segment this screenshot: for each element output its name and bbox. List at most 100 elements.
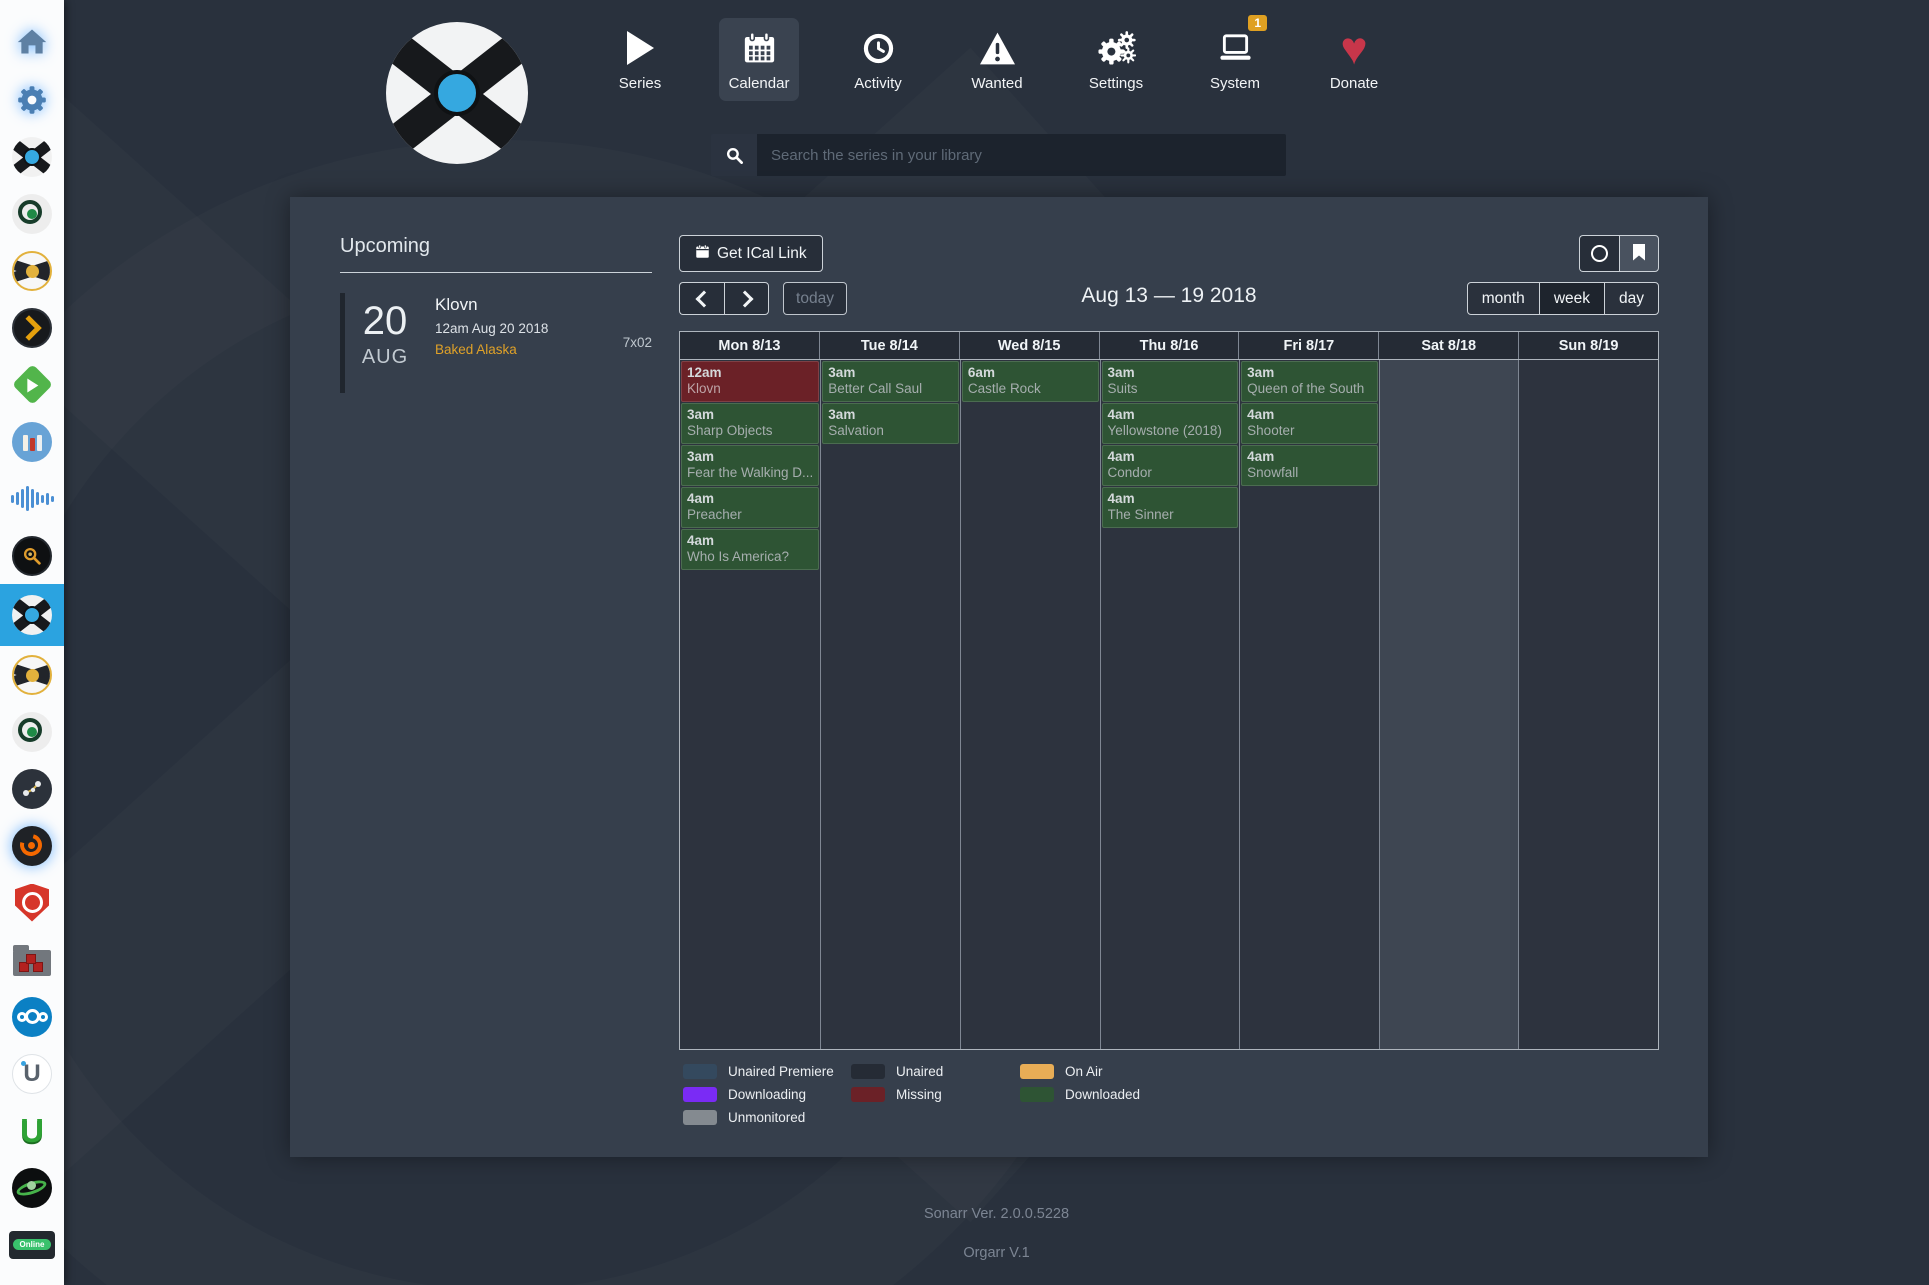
calendar-circle-toggle-button[interactable] [1579, 235, 1619, 272]
upcoming-datetime: 12am Aug 20 2018 [435, 321, 549, 336]
event-title: Who Is America? [687, 549, 790, 564]
upcoming-event[interactable]: 20 AUG Klovn 12am Aug 20 2018 Baked Alas… [340, 293, 652, 393]
nav-item-calendar[interactable]: Calendar [719, 18, 799, 101]
calendar-event[interactable]: 4am The Sinner [1101, 487, 1239, 528]
nav-label: Calendar [728, 75, 790, 92]
week-view-button[interactable]: week [1538, 282, 1605, 315]
nav-label: Series [618, 75, 662, 92]
sidebar-item-21[interactable]: Online [0, 1216, 64, 1273]
sidebar-item-4[interactable] [0, 242, 64, 299]
calendar-event[interactable]: 4am Who Is America? [681, 529, 820, 570]
nav-label: Donate [1329, 75, 1379, 92]
sidebar-item-9[interactable] [0, 527, 64, 584]
calendar-event[interactable]: 12am Klovn [681, 361, 820, 402]
today-button[interactable]: today [783, 282, 847, 315]
emby-icon [11, 363, 53, 406]
day-view-button[interactable]: day [1604, 282, 1659, 315]
nav-item-settings[interactable]: Settings [1076, 18, 1156, 101]
event-time: 3am [828, 407, 856, 422]
sidebar-item-15[interactable] [0, 874, 64, 931]
sidebar-item-2[interactable] [0, 128, 64, 185]
upcoming-date: 20 AUG [345, 293, 425, 393]
system-badge: 1 [1248, 15, 1267, 31]
sidebar-item-10[interactable] [0, 584, 64, 646]
sidebar-item-5[interactable] [0, 299, 64, 356]
sidebar-item-14[interactable] [0, 817, 64, 874]
sidebar-item-6[interactable] [0, 356, 64, 413]
planet-icon [12, 1167, 52, 1208]
calendar-event[interactable]: 3am Salvation [822, 403, 959, 444]
calendar-event[interactable]: 6am Castle Rock [961, 361, 1099, 402]
upcoming-episode-code: 7x02 [622, 335, 652, 350]
search-input[interactable] [757, 134, 1286, 176]
calendar-event[interactable]: 4am Condor [1101, 445, 1239, 486]
calendar-bookmark-toggle-button[interactable] [1619, 235, 1659, 272]
calendar-event[interactable]: 3am Sharp Objects [681, 403, 820, 444]
upcoming-details: Klovn 12am Aug 20 2018 Baked Alaska [425, 293, 548, 393]
sidebar-item-16[interactable] [0, 931, 64, 988]
nav-item-series[interactable]: Series [600, 18, 680, 101]
event-title: Snowfall [1247, 465, 1299, 480]
day-column: 3am Queen of the South 4am Shooter 4am Snowfa… [1240, 360, 1380, 1049]
gear-icon [14, 82, 50, 118]
event-title: Suits [1107, 381, 1138, 396]
online-status-tile: Online [9, 1230, 55, 1259]
nav-item-activity[interactable]: Activity [838, 18, 918, 101]
sidebar-item-19[interactable]: U [0, 1102, 64, 1159]
sidebar-item-11[interactable] [0, 646, 64, 703]
day-header: Sat 8/18 [1379, 332, 1520, 359]
sidebar-item-8[interactable] [0, 470, 64, 527]
calendar-event[interactable]: 3am Suits [1101, 361, 1239, 402]
sonarr-icon [12, 136, 52, 177]
legend-swatch [851, 1063, 885, 1079]
sidebar-item-0[interactable] [0, 14, 64, 71]
get-ical-link-button[interactable]: Get ICal Link [679, 235, 823, 272]
upcoming-month: AUG [361, 346, 409, 368]
event-title: Salvation [828, 423, 884, 438]
sonarr-icon [12, 595, 52, 635]
calendar-event[interactable]: 4am Yellowstone (2018) [1101, 403, 1239, 444]
calendar-event[interactable]: 4am Snowfall [1241, 445, 1378, 486]
prev-week-button[interactable] [679, 282, 724, 315]
month-view-button[interactable]: month [1466, 282, 1540, 315]
next-week-button[interactable] [724, 282, 769, 315]
nav-label: Activity [854, 75, 902, 92]
nav-item-donate[interactable]: ♥ Donate [1314, 18, 1394, 101]
legend-swatch [683, 1063, 717, 1079]
calendar-event[interactable]: 3am Fear the Walking D... [681, 445, 820, 486]
calendar-event[interactable]: 3am Better Call Saul [822, 361, 959, 402]
sidebar-item-13[interactable] [0, 760, 64, 817]
sidebar-item-7[interactable] [0, 413, 64, 470]
sidebar-item-1[interactable] [0, 71, 64, 128]
event-title: Fear the Walking D... [687, 465, 814, 480]
green-target-icon [12, 193, 52, 234]
books-icon [12, 421, 52, 462]
upcoming-series-title: Klovn [435, 295, 478, 314]
day-column: 3am Better Call Saul 3am Salvation [821, 360, 961, 1049]
warning-icon [978, 24, 1017, 72]
calendar-event[interactable]: 4am Shooter [1241, 403, 1378, 444]
main-nav: Series Calendar Activity Wanted Settings Syst… [600, 15, 1394, 101]
laptop-icon [1216, 24, 1255, 72]
calendar-header-row: Mon 8/13 Tue 8/14 Wed 8/15 Thu 8/16 Fri 8/17… [680, 332, 1658, 360]
calendar-event[interactable]: 4am Preacher [681, 487, 820, 528]
event-time: 12am [687, 365, 722, 380]
sidebar-item-18[interactable]: U [0, 1045, 64, 1102]
event-time: 3am [687, 407, 715, 422]
calendar-event[interactable]: 3am Queen of the South [1241, 361, 1378, 402]
legend-item: Unmonitored [683, 1109, 834, 1125]
nav-label: System [1209, 75, 1260, 92]
event-title: Sharp Objects [687, 423, 773, 438]
bookmark-icon [1632, 243, 1646, 264]
sidebar-item-12[interactable] [0, 703, 64, 760]
plex-icon [12, 307, 52, 348]
calendar-range-title: Aug 13 — 19 2018 [1081, 284, 1257, 307]
upcoming-section: Upcoming 20 AUG Klovn 12am Aug 20 2018 B… [340, 235, 652, 393]
upcoming-title: Upcoming [340, 235, 652, 273]
sidebar-item-3[interactable] [0, 185, 64, 242]
week-nav-buttons [679, 282, 769, 315]
nav-item-system[interactable]: System 1 [1195, 15, 1275, 101]
sidebar-item-17[interactable] [0, 988, 64, 1045]
nav-item-wanted[interactable]: Wanted [957, 18, 1037, 101]
sidebar-item-20[interactable] [0, 1159, 64, 1216]
